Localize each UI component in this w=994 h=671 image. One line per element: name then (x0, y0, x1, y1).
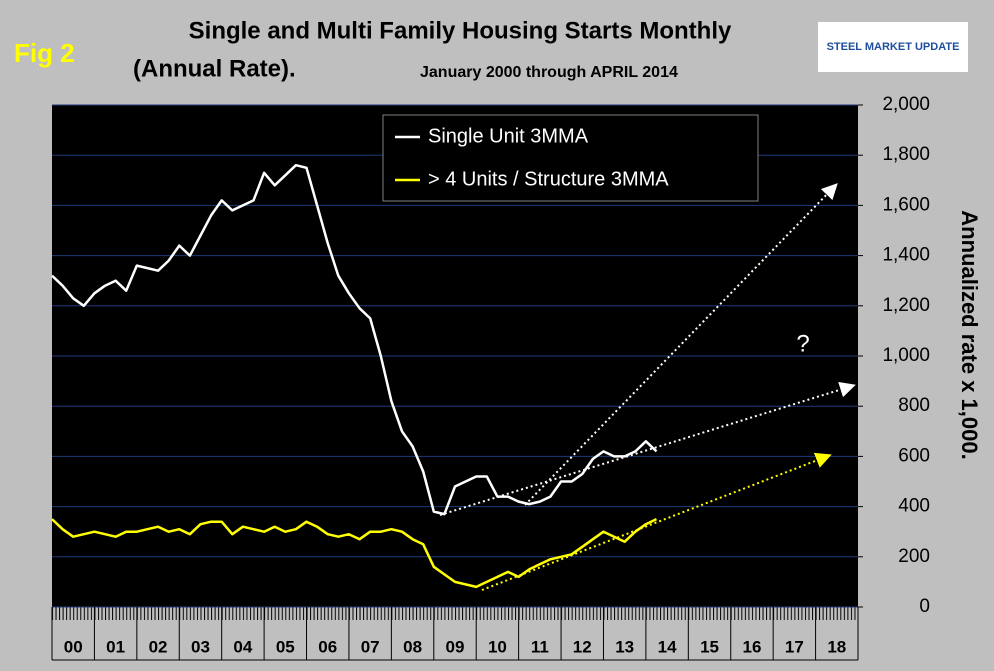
x-tick-label: 08 (403, 637, 422, 656)
x-tick-label: 15 (700, 637, 719, 656)
trend-arrow (439, 381, 856, 516)
chart-title-line2: (Annual Rate). (133, 55, 296, 82)
x-tick-label: 00 (64, 637, 83, 656)
chart-title: Single and Multi Family Housing Starts M… (189, 17, 732, 44)
y-tick-label: 0 (919, 596, 930, 617)
fig-label: Fig 2 (14, 38, 75, 68)
x-tick-label: 02 (149, 637, 168, 656)
series-line (51, 163, 658, 516)
trend-arrow (481, 452, 832, 591)
y-tick-label: 2,000 (882, 94, 930, 115)
month-ticks (52, 607, 858, 620)
series-line (51, 517, 658, 589)
y-tick-label: 800 (898, 395, 930, 416)
x-tick-label: 10 (488, 637, 507, 656)
legend (382, 114, 759, 202)
legend-label: > 4 Units / Structure 3MMA (428, 168, 669, 190)
x-tick-label: 05 (276, 637, 295, 656)
x-tick-label: 03 (191, 637, 210, 656)
y-axis-label: Annualized rate x 1,000. (957, 210, 982, 459)
annotation: ? (796, 330, 809, 357)
y-tick-label: 1,800 (882, 144, 930, 165)
x-tick-label: 13 (615, 637, 634, 656)
x-tick-label: 01 (106, 637, 125, 656)
x-tick-label: 18 (827, 637, 846, 656)
y-tick-label: 400 (898, 496, 930, 517)
x-tick-label: 07 (361, 637, 380, 656)
y-tick-label: 1,400 (882, 245, 930, 266)
x-tick-label: 17 (785, 637, 804, 656)
x-tick-label: 06 (318, 637, 337, 656)
y-tick-label: 1,600 (882, 194, 930, 215)
logo: STEEL MARKET UPDATE (827, 41, 960, 53)
x-tick-label: 16 (742, 637, 761, 656)
x-tick-label: 09 (446, 637, 465, 656)
y-tick-label: 600 (898, 445, 930, 466)
x-tick-label: 11 (531, 637, 549, 656)
logo-box (818, 22, 968, 72)
y-tick-label: 200 (898, 546, 930, 567)
x-tick-label: 12 (573, 637, 592, 656)
subtitle: January 2000 through APRIL 2014 (420, 64, 678, 81)
x-tick-label: 04 (233, 637, 252, 656)
y-tick-label: 1,200 (882, 295, 930, 316)
legend-label: Single Unit 3MMA (428, 125, 589, 147)
x-tick-label: 14 (658, 637, 677, 656)
trend-arrow (524, 183, 838, 506)
y-tick-label: 1,000 (882, 345, 930, 366)
